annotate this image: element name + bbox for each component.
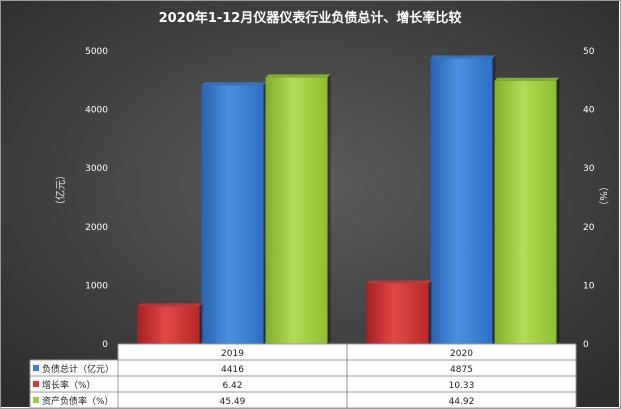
table-category-header: 2019	[221, 349, 244, 359]
legend-swatch	[33, 381, 39, 387]
y-right-tick-label: 40	[583, 106, 595, 116]
y-right-tick-label: 20	[583, 223, 595, 233]
table-value: 10.33	[449, 381, 475, 391]
data-table: 2019 2020 负债总计（亿元） 4416 4875 增长率（%） 6.42 10.33 资…	[29, 343, 577, 409]
y-right-tick-label: 50	[583, 47, 595, 57]
legend-swatch	[33, 365, 39, 371]
y-left-tick-label: 3000	[85, 164, 108, 174]
table-value: 4416	[221, 365, 244, 375]
chart-title: 2020年1-12月仪器仪表行业负债总计、增长率比较	[159, 10, 462, 26]
bar-0-0	[201, 82, 267, 344]
table-value: 4875	[450, 365, 473, 375]
bar	[494, 80, 557, 344]
bar-top	[430, 55, 496, 59]
bar-top	[201, 82, 267, 86]
y-left-tick-label: 4000	[85, 106, 108, 116]
bar	[201, 85, 264, 344]
bar-top	[366, 280, 432, 284]
legend-swatch	[33, 397, 39, 403]
legend-label: 增长率（%）	[42, 379, 96, 391]
table-value: 45.49	[220, 397, 246, 407]
bar-side	[428, 280, 432, 344]
table-legend-cells	[30, 360, 118, 408]
y-left-tick-label: 0	[102, 340, 108, 350]
bar-side	[199, 303, 203, 344]
y-axis-right-label: （%）	[597, 181, 609, 211]
bar-side	[327, 74, 331, 345]
y-right-tick-label: 30	[583, 164, 595, 174]
y-axis-left-label: （亿元）	[54, 170, 67, 210]
bar	[137, 306, 200, 344]
bar-2-0	[265, 74, 331, 345]
legend-label: 负债总计（亿元）	[42, 363, 114, 375]
y-axis-left-ticks: 0 1000 2000 3000 4000 5000	[85, 47, 108, 350]
table-value: 44.92	[449, 397, 475, 407]
y-right-tick-label: 0	[583, 340, 589, 350]
bar-side	[556, 77, 560, 344]
y-left-tick-label: 2000	[85, 223, 108, 233]
bar-top	[494, 77, 560, 81]
bar-1-1	[366, 280, 432, 344]
bar	[265, 77, 328, 345]
table-value: 6.42	[222, 381, 242, 391]
y-right-tick-label: 10	[583, 281, 595, 291]
y-left-tick-label: 5000	[85, 47, 108, 57]
bar	[366, 283, 429, 344]
bar-1-0	[137, 303, 203, 344]
bar-2-1	[494, 77, 560, 344]
bars	[137, 55, 560, 345]
y-axis-right-ticks: 0 10 20 30 40 50	[583, 47, 595, 350]
bar-top	[137, 303, 203, 307]
legend-label: 资产负债率（%）	[42, 395, 114, 407]
bar-0-1	[430, 55, 496, 344]
bar-top	[265, 74, 331, 78]
table-category-header: 2020	[450, 349, 473, 359]
bar	[430, 58, 493, 344]
y-left-tick-label: 1000	[85, 281, 108, 291]
